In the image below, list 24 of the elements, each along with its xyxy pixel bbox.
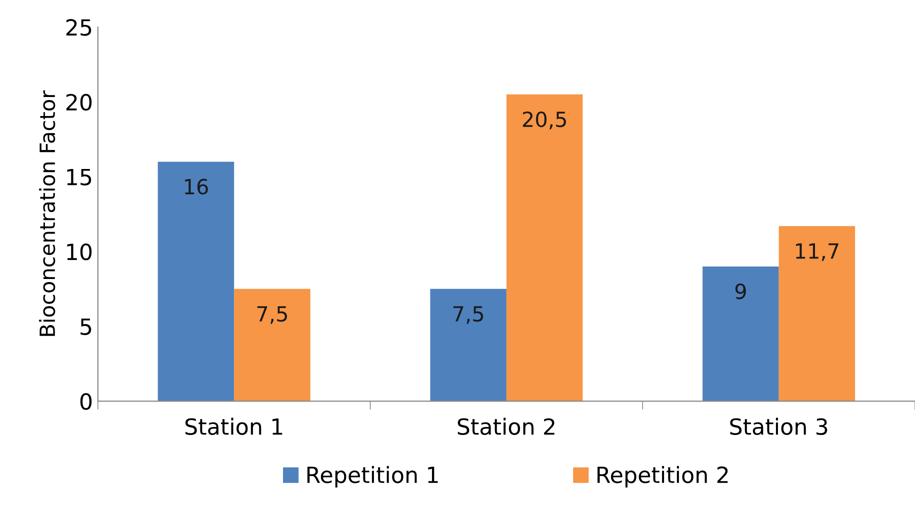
bar [158,162,234,402]
y-tick-label: 10 [67,243,92,260]
bar [778,226,856,402]
bar [430,288,506,402]
data-label: 7,5 [257,306,287,324]
bar [234,288,310,402]
y-tick-label: 0 [80,393,92,410]
data-label: 7,5 [453,306,484,324]
x-tick-label: Station 2 [458,418,554,436]
y-tick-label: 20 [66,94,92,111]
x-tick-label: Station 3 [730,418,828,436]
data-label: 20,5 [522,111,566,130]
x-tick-label: Station 1 [185,418,282,436]
data-label: 16 [184,178,208,195]
y-tick-label: 15 [67,168,92,186]
legend-label: Repetition 2 [598,466,728,488]
data-label: 11,7 [796,243,838,261]
y-tick-label: 5 [80,318,92,336]
bar [702,266,779,402]
bar [506,94,583,402]
data-label: 9 [735,284,746,300]
y-tick-label: 25 [66,19,92,36]
legend-label: Repetition 1 [307,466,438,488]
y-axis-title: Bioconcentration Factor [39,90,56,336]
